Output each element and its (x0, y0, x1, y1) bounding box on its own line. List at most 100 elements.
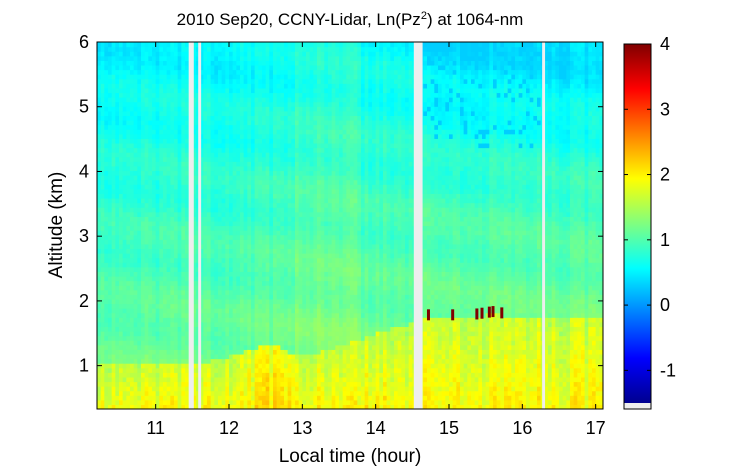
heatmap-cell (104, 115, 109, 121)
heatmap-cell (320, 395, 325, 401)
heatmap-cell (111, 156, 116, 162)
heatmap-cell (104, 74, 109, 80)
heatmap-cell (232, 321, 237, 328)
heatmap-cell (280, 74, 285, 80)
heatmap-cell (119, 386, 124, 392)
heatmap-cell (273, 230, 278, 236)
heatmap-cell (236, 294, 241, 300)
heatmap-cell (115, 188, 120, 194)
heatmap-cell (207, 376, 212, 383)
heatmap-cell (133, 165, 138, 172)
heatmap-cell (225, 280, 230, 286)
heatmap-cell (284, 188, 289, 194)
heatmap-cell (166, 399, 171, 406)
heatmap-cell (276, 386, 281, 392)
heatmap-cell (207, 225, 212, 231)
heatmap-cell (148, 266, 153, 272)
heatmap-cell (287, 106, 292, 112)
heatmap-cell (181, 289, 186, 295)
heatmap-cell (122, 280, 127, 286)
heatmap-cell (122, 165, 127, 172)
heatmap-cell (284, 289, 289, 295)
heatmap-cell (177, 266, 182, 272)
heatmap-cell (170, 152, 175, 158)
heatmap-cell (291, 147, 296, 153)
heatmap-cell (243, 340, 248, 346)
heatmap-cell (170, 317, 175, 323)
heatmap-cell (133, 193, 138, 199)
heatmap-cell (320, 184, 325, 190)
heatmap-cell (108, 55, 113, 61)
heatmap-cell (177, 142, 182, 149)
heatmap-cell (243, 271, 248, 277)
heatmap-cell (148, 399, 153, 406)
heatmap-cell (207, 184, 212, 190)
heatmap-cell (163, 271, 168, 277)
heatmap-cell (317, 253, 322, 259)
heatmap-cell (122, 97, 127, 103)
heatmap-cell (269, 340, 274, 346)
heatmap-cell (137, 363, 142, 369)
heatmap-cell (174, 253, 179, 259)
heatmap-cell (166, 51, 171, 57)
heatmap-cell (203, 326, 208, 332)
heatmap-cell (163, 179, 168, 185)
heatmap-cell (104, 147, 109, 153)
heatmap-cell (174, 152, 179, 158)
heatmap-cell (320, 188, 325, 194)
heatmap-cell (262, 110, 267, 116)
heatmap-cell (236, 349, 241, 355)
heatmap-cell (295, 363, 300, 369)
heatmap-cell (199, 78, 204, 84)
heatmap-cell (119, 239, 124, 245)
heatmap-cell (221, 340, 226, 346)
heatmap-cell (185, 211, 190, 217)
heatmap-cell (130, 55, 135, 61)
heatmap-cell (152, 78, 157, 84)
heatmap-cell (174, 331, 179, 337)
heatmap-cell (276, 230, 281, 236)
heatmap-cell (269, 367, 274, 373)
heatmap-cell (163, 317, 168, 323)
heatmap-cell (273, 358, 278, 364)
heatmap-cell (225, 289, 230, 295)
heatmap-cell (247, 142, 252, 149)
heatmap-cell (111, 340, 116, 346)
heatmap-cell (192, 110, 197, 116)
heatmap-cell (324, 404, 329, 409)
heatmap-cell (192, 197, 197, 204)
heatmap-cell (185, 46, 190, 52)
heatmap-cell (284, 124, 289, 130)
heatmap-cell (170, 110, 175, 116)
heatmap-cell (221, 253, 226, 259)
heatmap-cell (302, 326, 307, 332)
heatmap-cell (174, 335, 179, 341)
heatmap-cell (225, 97, 230, 103)
heatmap-cell (302, 87, 307, 94)
heatmap-cell (298, 147, 303, 153)
heatmap-cell (276, 321, 281, 328)
heatmap-cell (262, 115, 267, 121)
heatmap-cell (104, 234, 109, 240)
heatmap-cell (317, 230, 322, 236)
heatmap-cell (313, 253, 318, 259)
heatmap-cell (229, 129, 234, 135)
heatmap-cell (276, 42, 281, 48)
heatmap-cell (247, 344, 252, 350)
heatmap-cell (232, 179, 237, 185)
heatmap-cell (137, 395, 142, 401)
heatmap-cell (100, 353, 105, 360)
heatmap-cell (115, 197, 120, 204)
heatmap-cell (137, 92, 142, 98)
heatmap-cell (254, 106, 259, 112)
heatmap-cell (236, 92, 241, 98)
heatmap-cell (251, 390, 256, 396)
heatmap-cell (295, 55, 300, 61)
heatmap-cell (155, 230, 160, 236)
heatmap-cell (148, 97, 153, 103)
heatmap-cell (104, 248, 109, 254)
heatmap-cell (324, 294, 329, 300)
heatmap-cell (166, 202, 171, 208)
heatmap-cell (163, 344, 168, 350)
heatmap-cell (221, 142, 226, 149)
